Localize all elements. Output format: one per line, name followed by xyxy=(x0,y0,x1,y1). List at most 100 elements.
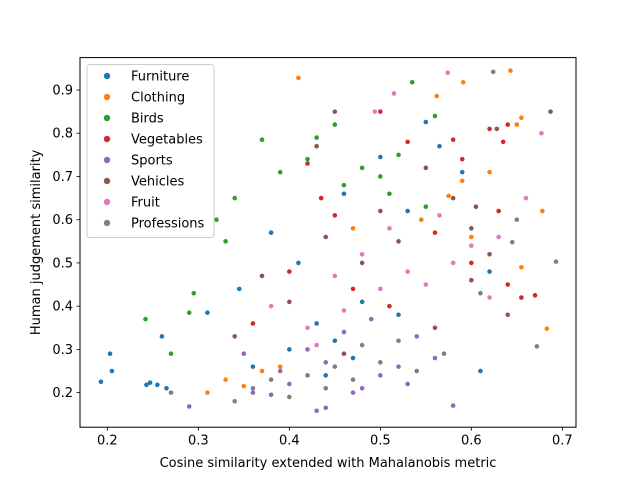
y-tick-label: 0.4 xyxy=(52,300,73,315)
legend-marker-vehicles xyxy=(103,177,111,185)
data-point-birds xyxy=(432,113,438,119)
data-point-vehicles xyxy=(341,351,347,357)
data-point-professions xyxy=(332,364,338,369)
data-point-professions xyxy=(396,338,401,344)
data-point-professions xyxy=(534,344,540,349)
data-point-professions xyxy=(232,398,238,404)
data-point-vegetables xyxy=(450,137,456,143)
data-point-furniture xyxy=(268,230,274,235)
data-point-furniture xyxy=(405,208,410,214)
data-point-sports xyxy=(432,355,438,361)
legend-marker-professions xyxy=(103,219,111,227)
data-point-furniture xyxy=(350,355,356,361)
data-point-furniture xyxy=(236,286,242,292)
data-point-fruit xyxy=(359,251,365,257)
data-point-vehicles xyxy=(378,208,383,214)
data-point-sports xyxy=(268,392,274,398)
data-point-birds xyxy=(332,122,338,127)
data-point-professions xyxy=(350,377,356,382)
data-point-fruit xyxy=(372,109,378,114)
data-point-vehicles xyxy=(359,260,365,266)
data-point-vegetables xyxy=(505,282,511,287)
data-point-fruit xyxy=(387,226,392,231)
legend-marker-sports xyxy=(103,156,111,164)
data-point-fruit xyxy=(378,286,383,292)
data-point-furniture xyxy=(396,312,401,318)
data-point-professions xyxy=(478,290,483,296)
data-point-furniture xyxy=(437,143,442,149)
data-point-professions xyxy=(509,239,515,245)
data-point-fruit xyxy=(405,269,410,274)
data-point-furniture xyxy=(205,310,210,315)
data-point-sports xyxy=(414,334,420,339)
data-point-clothing xyxy=(296,75,301,81)
legend-label-clothing: Clothing xyxy=(131,91,185,106)
data-point-vegetables xyxy=(250,321,256,326)
data-point-fruit xyxy=(487,295,492,300)
data-point-professions xyxy=(168,390,174,395)
legend-label-birds: Birds xyxy=(131,112,164,127)
data-point-vehicles xyxy=(473,204,479,210)
data-point-clothing xyxy=(418,217,424,223)
data-point-clothing xyxy=(277,364,283,369)
data-point-fruit xyxy=(469,243,474,248)
y-tick-label: 0.5 xyxy=(52,256,73,271)
data-point-birds xyxy=(378,174,383,179)
data-point-fruit xyxy=(445,70,450,76)
data-point-vehicles xyxy=(487,251,492,257)
data-point-clothing xyxy=(540,208,545,214)
data-point-sports xyxy=(314,408,319,414)
data-point-furniture xyxy=(164,385,169,391)
data-point-furniture xyxy=(314,321,319,326)
y-axis-label: Human judgement similarity xyxy=(29,149,44,335)
data-point-vegetables xyxy=(505,122,511,127)
data-point-sports xyxy=(323,405,329,411)
data-point-birds xyxy=(314,135,319,140)
data-point-vehicles xyxy=(423,165,429,171)
data-point-birds xyxy=(214,217,219,223)
data-point-vehicles xyxy=(332,109,338,114)
legend-label-vehicles: Vehicles xyxy=(131,175,184,190)
legend-label-professions: Professions xyxy=(131,217,205,232)
data-point-sports xyxy=(378,373,383,378)
legend-box xyxy=(86,64,215,238)
data-point-professions xyxy=(490,69,496,75)
data-point-birds xyxy=(186,310,192,315)
data-point-sports xyxy=(323,360,329,365)
data-point-vegetables xyxy=(387,303,392,309)
data-point-clothing xyxy=(487,169,492,175)
data-point-clothing xyxy=(544,326,550,331)
data-point-clothing xyxy=(459,178,465,184)
data-point-furniture xyxy=(147,380,153,385)
y-tick-label: 0.9 xyxy=(52,84,73,99)
data-point-vehicles xyxy=(469,226,474,231)
y-axis: 0.2 0.3 0.4 0.5 0.6 0.7 0.8 0.9 xyxy=(52,84,80,401)
data-point-vegetables xyxy=(378,109,383,114)
data-point-fruit xyxy=(305,325,310,331)
data-point-birds xyxy=(387,191,392,197)
data-point-birds xyxy=(191,290,197,296)
data-point-vegetables xyxy=(305,161,310,166)
data-point-vegetables xyxy=(432,230,438,235)
data-point-birds xyxy=(423,204,429,210)
data-point-birds xyxy=(341,182,347,188)
data-point-birds xyxy=(168,351,174,357)
data-point-birds xyxy=(223,239,228,244)
data-point-sports xyxy=(250,390,256,395)
data-point-vegetables xyxy=(405,139,410,145)
legend-marker-fruit xyxy=(103,198,111,206)
data-point-vegetables xyxy=(287,269,292,274)
data-point-clothing xyxy=(223,377,228,382)
data-point-furniture xyxy=(98,379,104,385)
legend-label-furniture: Furniture xyxy=(131,70,189,85)
data-point-clothing xyxy=(519,115,524,120)
data-point-fruit xyxy=(332,273,338,279)
data-point-professions xyxy=(305,373,310,378)
data-point-clothing xyxy=(241,383,247,389)
data-point-furniture xyxy=(341,191,347,197)
data-point-vegetables xyxy=(496,208,501,214)
data-point-clothing xyxy=(446,193,451,199)
data-point-sports xyxy=(450,403,456,408)
legend-marker-clothing xyxy=(103,93,111,101)
